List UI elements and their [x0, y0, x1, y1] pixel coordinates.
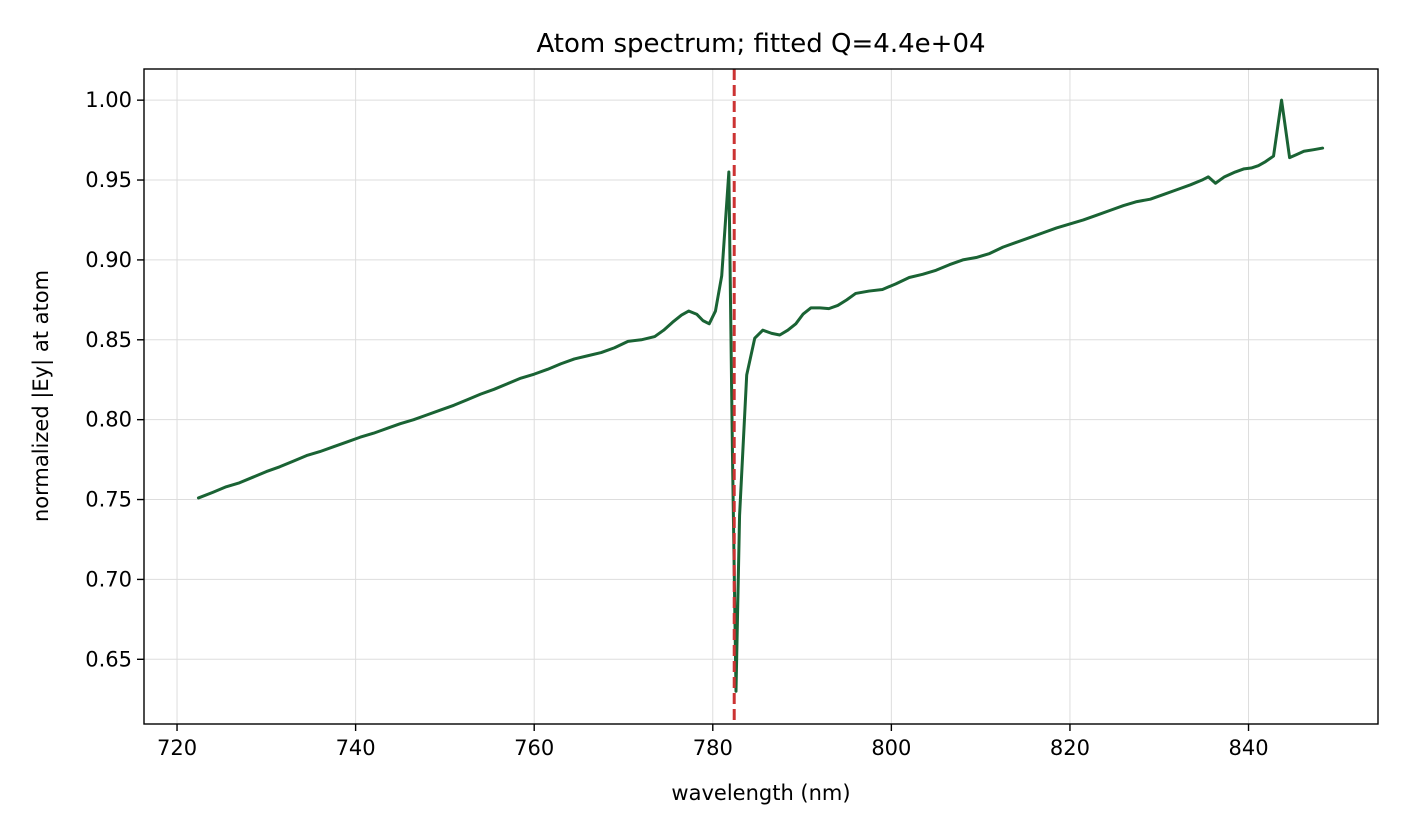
x-tick-label: 740: [336, 736, 376, 760]
y-tick-label: 1.00: [85, 88, 132, 112]
x-tick-label: 760: [514, 736, 554, 760]
grid-lines: [144, 69, 1378, 724]
x-axis: 720 740 760 780 800 820 840: [157, 724, 1269, 760]
y-tick-label: 0.70: [85, 567, 132, 591]
y-axis-label: normalized |Ey| at atom: [29, 270, 54, 522]
y-tick-label: 0.95: [85, 168, 132, 192]
x-tick-label: 800: [871, 736, 911, 760]
x-tick-label: 820: [1050, 736, 1090, 760]
y-tick-label: 0.80: [85, 408, 132, 432]
y-tick-label: 0.90: [85, 248, 132, 272]
y-tick-label: 0.75: [85, 488, 132, 512]
plot-frame: [143, 68, 1379, 725]
x-axis-label: wavelength (nm): [671, 781, 850, 805]
y-tick-label: 0.65: [85, 647, 132, 671]
y-axis: 0.65 0.70 0.75 0.80 0.85 0.90 0.95 1.00: [85, 88, 144, 671]
x-tick-label: 840: [1228, 736, 1268, 760]
x-tick-label: 780: [693, 736, 733, 760]
y-tick-label: 0.85: [85, 328, 132, 352]
chart-title: Atom spectrum; fitted Q=4.4e+04: [536, 29, 985, 59]
x-tick-label: 720: [157, 736, 197, 760]
series-line-0: [196, 98, 1325, 693]
series-layer: [196, 98, 1325, 693]
